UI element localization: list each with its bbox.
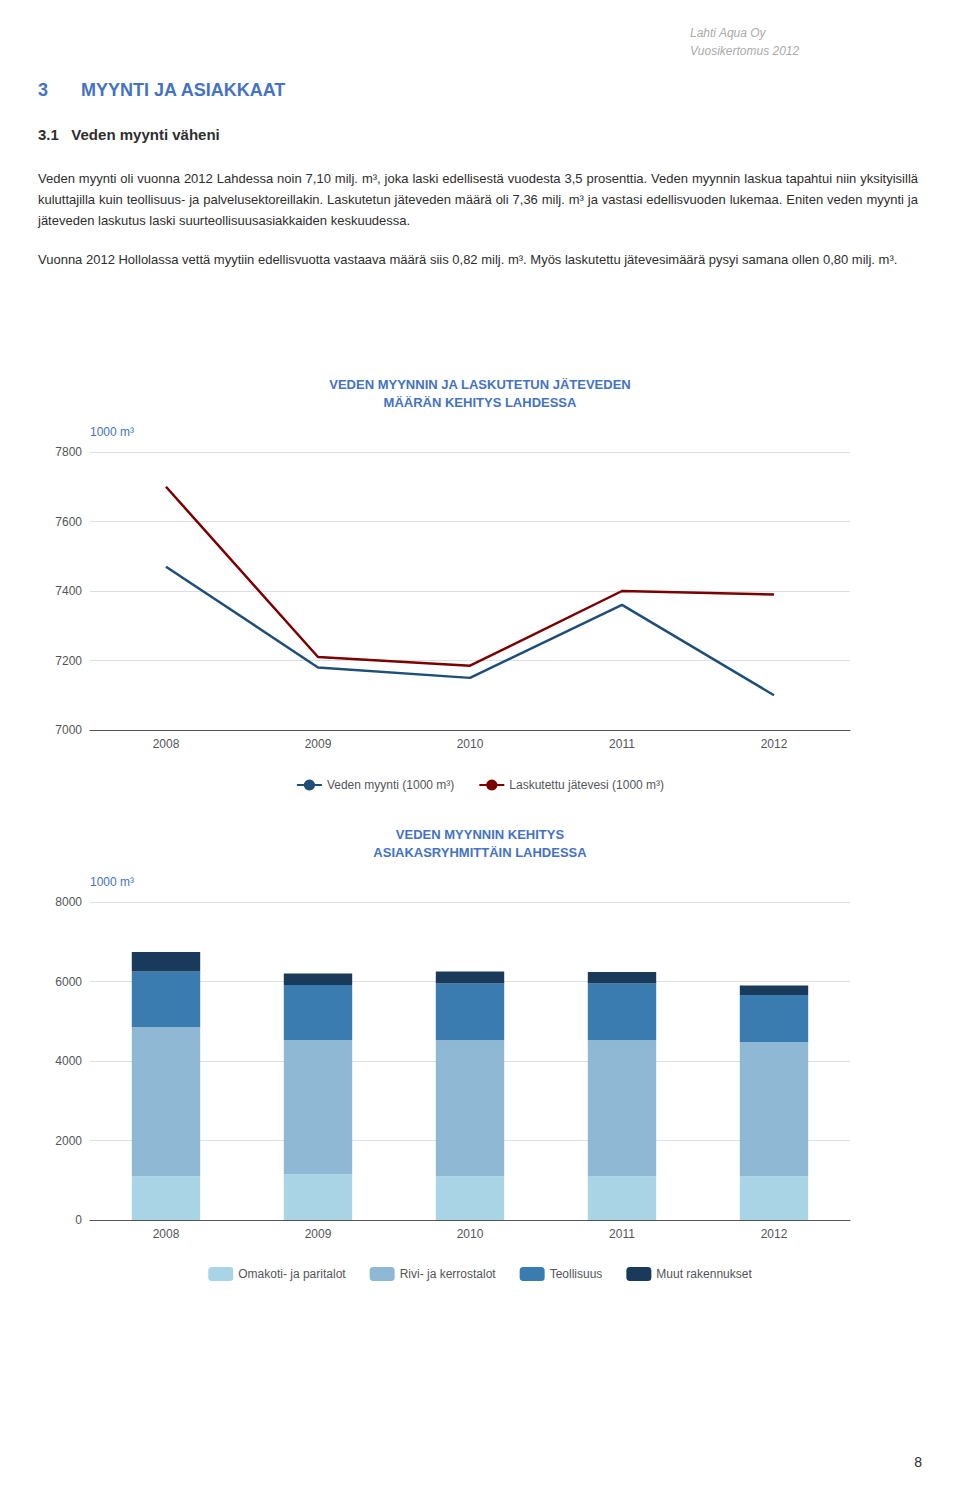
- svg-text:2011: 2011: [609, 737, 635, 751]
- html-text:3: 3: [38, 80, 48, 100]
- svg-text:2012: 2012: [761, 737, 788, 751]
- svg-text:MÄÄRÄN KEHITYS LAHDESSA: MÄÄRÄN KEHITYS LAHDESSA: [384, 395, 577, 410]
- svg-text:Rivi- ja kerrostalot: Rivi- ja kerrostalot: [400, 1267, 497, 1281]
- svg-text:Veden myynti (1000 m³): Veden myynti (1000 m³): [327, 778, 454, 792]
- svg-text:8000: 8000: [55, 895, 82, 909]
- svg-text:2009: 2009: [305, 1227, 332, 1241]
- svg-text:7400: 7400: [55, 584, 82, 598]
- html-text:Vuonna 2012 Hollolassa vettä m: Vuonna 2012 Hollolassa vettä myytiin ede…: [38, 252, 898, 267]
- html-text:3.1 Veden myynti väheni: 3.1 Veden myynti väheni: [38, 126, 220, 143]
- svg-text:Teollisuus: Teollisuus: [550, 1267, 603, 1281]
- svg-text:7600: 7600: [55, 515, 82, 529]
- svg-text:2000: 2000: [55, 1134, 82, 1148]
- svg-text:2011: 2011: [609, 1227, 635, 1241]
- svg-text:1000 m³: 1000 m³: [90, 875, 134, 889]
- svg-text:4000: 4000: [55, 1054, 82, 1068]
- svg-text:VEDEN MYYNNIN KEHITYS: VEDEN MYYNNIN KEHITYS: [396, 827, 565, 842]
- svg-text:7200: 7200: [55, 654, 82, 668]
- html-text:Veden myynti oli vuonna 2012 L: Veden myynti oli vuonna 2012 Lahdessa no…: [38, 171, 918, 228]
- html-text:Lahti Aqua Oy: Lahti Aqua Oy: [690, 26, 766, 40]
- svg-text:7000: 7000: [55, 723, 82, 737]
- svg-text:2010: 2010: [457, 737, 484, 751]
- html-text:8: 8: [914, 1454, 922, 1470]
- html-text:Vuosikertomus 2012: Vuosikertomus 2012: [690, 44, 800, 58]
- svg-text:VEDEN MYYNNIN JA LASKUTETUN JÄ: VEDEN MYYNNIN JA LASKUTETUN JÄTEVEDEN: [329, 377, 630, 392]
- svg-text:1000 m³: 1000 m³: [90, 425, 134, 439]
- svg-text:Laskutettu jätevesi (1000 m³): Laskutettu jätevesi (1000 m³): [509, 778, 664, 792]
- svg-text:2012: 2012: [761, 1227, 788, 1241]
- svg-text:Omakoti- ja paritalot: Omakoti- ja paritalot: [238, 1267, 346, 1281]
- svg-text:2010: 2010: [457, 1227, 484, 1241]
- html-text:MYYNTI JA ASIAKKAAT: MYYNTI JA ASIAKKAAT: [81, 80, 286, 100]
- svg-text:Muut rakennukset: Muut rakennukset: [656, 1267, 752, 1281]
- svg-text:0: 0: [75, 1213, 82, 1227]
- svg-text:7800: 7800: [55, 445, 82, 459]
- svg-text:2008: 2008: [153, 1227, 180, 1241]
- svg-text:6000: 6000: [55, 975, 82, 989]
- svg-text:ASIAKASRYHMITTÄIN LAHDESSA: ASIAKASRYHMITTÄIN LAHDESSA: [373, 845, 587, 860]
- svg-text:2008: 2008: [153, 737, 180, 751]
- svg-text:2009: 2009: [305, 737, 332, 751]
